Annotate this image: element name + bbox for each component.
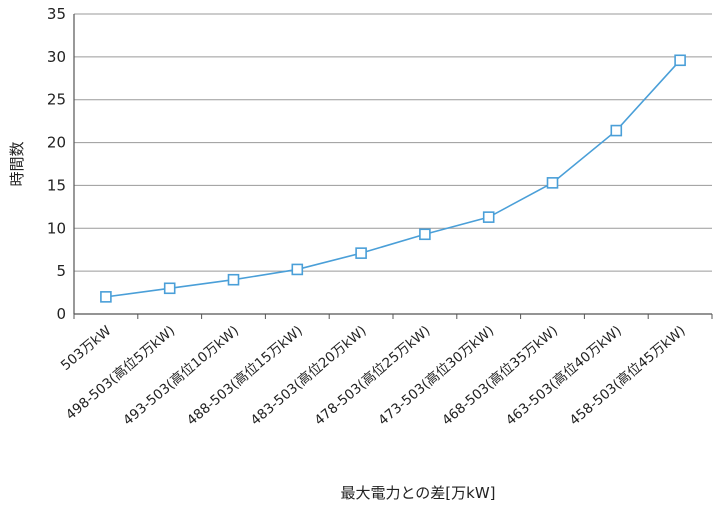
x-tick-label: 503万kW: [58, 323, 115, 374]
y-tick-label: 30: [47, 48, 66, 66]
data-point-marker: [291, 263, 304, 276]
y-tick-label: 5: [56, 262, 66, 280]
y-tick-label: 10: [47, 219, 66, 237]
axes: [73, 14, 713, 319]
data-point-marker: [100, 291, 112, 303]
gridlines: [74, 13, 712, 272]
y-tick-labels: 0 5 10 15 20 25 30 35: [47, 5, 66, 323]
x-tick-label: 488-503(高位15万kW): [183, 322, 306, 429]
x-tick-label: 463-503(高位40万kW): [502, 322, 625, 429]
data-point-marker: [482, 211, 495, 223]
x-tick-label: 498-503(高位5万kW): [62, 322, 178, 423]
x-tick-labels: 503万kW498-503(高位5万kW)493-503(高位10万kW)488…: [58, 322, 689, 429]
x-axis-label: 最大電力との差[万kW]: [340, 484, 495, 502]
data-point-marker: [163, 282, 176, 295]
y-tick-label: 20: [47, 134, 66, 152]
data-point-marker: [610, 124, 623, 137]
y-tick-label: 35: [47, 5, 66, 23]
y-tick-label: 0: [56, 305, 66, 323]
x-tick-label: 468-503(高位35万kW): [438, 322, 561, 429]
data-point-marker: [546, 177, 559, 189]
y-tick-label: 25: [47, 91, 66, 109]
x-tick-label: 483-503(高位20万kW): [247, 322, 370, 429]
x-tick-label: 493-503(高位10万kW): [119, 322, 242, 429]
data-point-marker: [355, 247, 367, 259]
y-tick-label: 15: [47, 176, 66, 194]
data-point-marker: [674, 54, 686, 67]
data-point-marker: [419, 228, 431, 241]
data-point-marker: [227, 273, 240, 286]
x-tick-label: 458-503(高位45万kW): [566, 322, 689, 429]
series-line: [105, 59, 681, 298]
x-tick-label: 478-503(高位25万kW): [311, 322, 434, 429]
x-tick-label: 473-503(高位30万kW): [375, 322, 498, 429]
y-axis-label: 時間数: [8, 141, 26, 186]
series-line: [100, 54, 686, 303]
